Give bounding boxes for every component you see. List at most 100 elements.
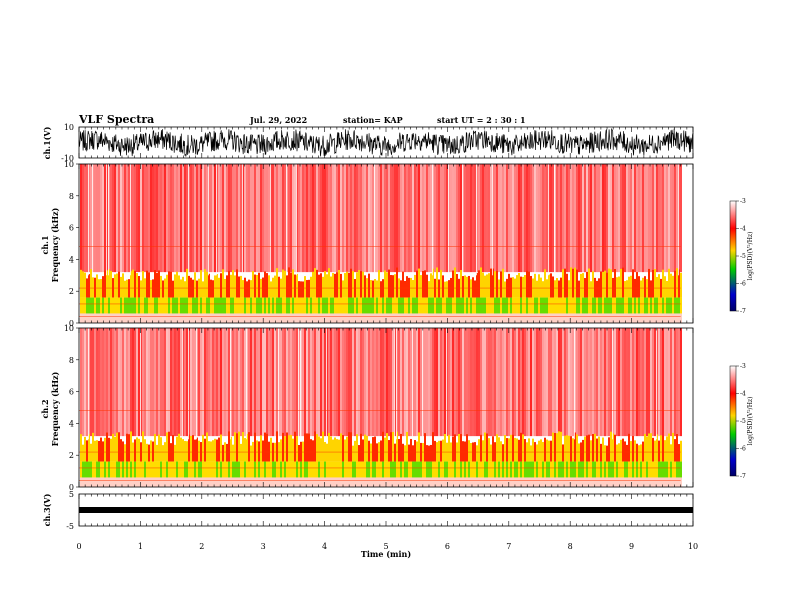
spectrogram-column-base	[282, 313, 284, 323]
spectrogram-column-base	[614, 477, 616, 487]
spectrogram-column-mid	[182, 439, 184, 462]
spectrogram-column-mid	[142, 431, 144, 462]
spectrogram-column-low	[164, 297, 166, 314]
spectrogram-streak	[396, 328, 397, 440]
spectrogram-column-upper	[632, 164, 634, 273]
spectrogram-streak	[678, 164, 679, 276]
spectrogram-column-base	[212, 477, 214, 487]
spectrogram-column-mid	[138, 438, 140, 462]
spectrogram-column-base	[296, 477, 298, 487]
spectrogram-column-upper	[306, 164, 308, 273]
spectrogram-column-upper	[618, 328, 620, 437]
spectrogram-column-mid	[544, 437, 546, 462]
spectrogram-column-low	[436, 461, 438, 478]
spectrogram-column-low	[190, 297, 192, 314]
spectrogram-column-base	[650, 313, 652, 323]
spectrogram-column-base	[610, 313, 612, 323]
spectrogram-column-mid	[474, 280, 476, 298]
spectrogram-column-upper	[678, 328, 680, 437]
spectrogram-column-mid	[316, 434, 318, 462]
spectrogram-column-upper	[598, 328, 600, 437]
spectrogram-column-base	[84, 313, 86, 323]
spectrogram-column-upper	[110, 164, 112, 273]
spectrogram-column-low	[226, 297, 228, 314]
spectrogram-column-low	[392, 297, 394, 314]
spectrogram-column-mid	[680, 272, 682, 298]
spectrogram-column-mid	[180, 437, 182, 462]
spectrogram-column-upper	[138, 328, 140, 437]
spectrogram-column-low	[586, 461, 588, 478]
spectrogram-column-upper	[104, 328, 106, 437]
spectrogram-column-upper	[226, 164, 228, 273]
spectrogram-column-upper	[582, 328, 584, 437]
spectrogram-column-mid	[566, 435, 568, 462]
spectrogram-column-upper	[238, 328, 240, 437]
spectrogram-column-low	[668, 297, 670, 314]
spectrogram-column-mid	[428, 281, 430, 298]
spectrogram-column-base	[458, 477, 460, 487]
spectrogram-column-low	[470, 461, 472, 478]
spectrogram-column-low	[270, 297, 272, 314]
spectrogram-column-low	[656, 461, 658, 478]
spectrogram-column-mid	[348, 272, 350, 298]
spectrogram-column-upper	[192, 328, 194, 437]
spectrogram-column-low	[352, 297, 354, 314]
spectrogram-column-base	[616, 477, 618, 487]
spectrogram-column-low	[354, 461, 356, 478]
spectrogram-column-base	[436, 477, 438, 487]
spectrogram-streak	[446, 328, 447, 440]
spectrogram-column-mid	[432, 432, 434, 462]
spectrogram-column-low	[238, 297, 240, 314]
spectrogram-column-upper	[572, 164, 574, 273]
spectrogram-column-upper	[560, 164, 562, 273]
spectrogram-column-low	[244, 461, 246, 478]
spectrogram-column-upper	[458, 328, 460, 437]
spectrogram-column-low	[96, 297, 98, 314]
spectrogram-column-upper	[548, 328, 550, 437]
spectrogram-column-mid	[230, 436, 232, 462]
spectrogram-column-upper	[248, 164, 250, 273]
spectrogram-column-upper	[658, 328, 660, 437]
spectrogram-column-mid	[516, 275, 518, 298]
spectrogram-column-mid	[386, 433, 388, 462]
spectrogram-column-low	[504, 461, 506, 478]
spectrogram-column-base	[576, 477, 578, 487]
spectrogram-column-upper	[96, 164, 98, 273]
spectrogram-column-mid	[352, 445, 354, 462]
spectrogram-column-upper	[662, 328, 664, 437]
spectrogram-column-upper	[210, 164, 212, 273]
spectrogram-column-upper	[316, 328, 318, 437]
spectrogram-column-upper	[456, 164, 458, 273]
spectrogram-column-base	[522, 313, 524, 323]
spectrogram-column-upper	[274, 164, 276, 273]
spectrogram-column-low	[324, 297, 326, 314]
spectrogram-column-mid	[350, 268, 352, 298]
spectrogram-column-upper	[592, 164, 594, 273]
spectrogram-column-low	[478, 297, 480, 314]
spectrogram-column-mid	[414, 274, 416, 298]
ch1-colorbar-gradient	[729, 200, 737, 312]
spectrogram-column-upper	[98, 328, 100, 437]
spectrogram-column-low	[320, 461, 322, 478]
spectrogram-column-base	[430, 477, 432, 487]
spectrogram-column-base	[454, 477, 456, 487]
spectrogram-column-low	[268, 461, 270, 478]
spectrogram-column-base	[208, 313, 210, 323]
spectrogram-column-low	[412, 461, 414, 478]
spectrogram-column-base	[270, 313, 272, 323]
spectrogram-column-base	[442, 313, 444, 323]
spectrogram-column-low	[514, 461, 516, 478]
spectrogram-streak	[394, 328, 395, 440]
spectrogram-column-low	[454, 461, 456, 478]
spectrogram-column-base	[586, 477, 588, 487]
spectrogram-column-upper	[194, 164, 196, 273]
spectrogram-column-upper	[178, 328, 180, 437]
spectrogram-column-low	[110, 461, 112, 478]
spectrogram-column-base	[622, 313, 624, 323]
spectrogram-column-base	[224, 313, 226, 323]
spectrogram-column-base	[232, 477, 234, 487]
spectrogram-column-low	[418, 461, 420, 478]
spectrogram-column-mid	[634, 440, 636, 462]
spectrogram-column-upper	[280, 164, 282, 273]
spectrogram-column-low	[286, 461, 288, 478]
